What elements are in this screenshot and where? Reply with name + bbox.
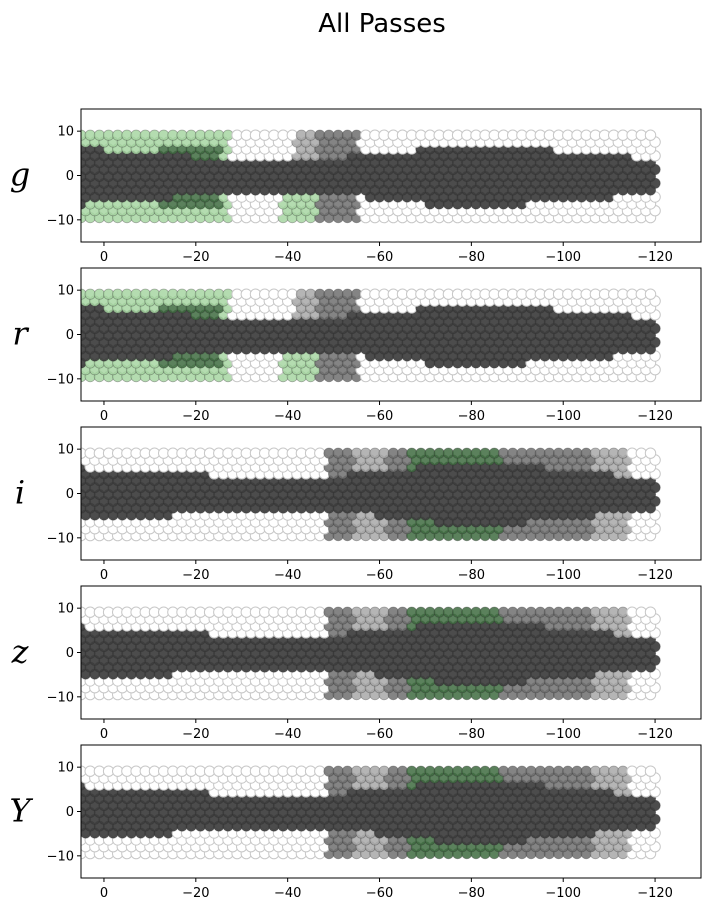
y-tick-label: 10 [57, 284, 74, 299]
x-tick-label: −120 [637, 886, 673, 901]
y-tick-label: 0 [66, 169, 74, 184]
hex-points-i [81, 447, 661, 542]
x-tick-label: −40 [274, 886, 301, 901]
y-tick-label: −10 [47, 372, 74, 387]
panel-g: g 0 −20 −40 −60 −80 −100 −120 10 0 −10 [10, 108, 702, 265]
x-tick-label: −60 [366, 886, 393, 901]
x-tick-label: −80 [458, 727, 485, 742]
hex-points-z [81, 606, 661, 701]
panel-label-z: z [11, 633, 30, 671]
y-tick-label: 10 [57, 443, 74, 458]
x-tick-label: −40 [274, 250, 301, 265]
x-tick-label: 0 [100, 409, 108, 424]
hex-points-r [81, 288, 661, 383]
hex-point [644, 765, 657, 777]
x-tick-label: −20 [182, 568, 209, 583]
x-tick-label: −120 [637, 250, 673, 265]
x-tick-label: −100 [545, 250, 581, 265]
hex-point [644, 447, 657, 459]
x-tick-label: −20 [182, 886, 209, 901]
x-tick-label: −20 [182, 727, 209, 742]
panel-z: z 0 −20 −40 −60 −80 −100 −120 10 0 −10 [11, 585, 702, 742]
x-tick-label: 0 [100, 727, 108, 742]
x-tick-label: −60 [366, 568, 393, 583]
x-tick-label: −120 [637, 409, 673, 424]
y-tick-label: 0 [66, 646, 74, 661]
x-tick-label: 0 [100, 886, 108, 901]
x-tick-label: −20 [182, 250, 209, 265]
x-tick-label: −60 [366, 250, 393, 265]
y-tick-label: 10 [57, 125, 74, 140]
x-tick-label: −40 [274, 409, 301, 424]
panel-i: i 0 −20 −40 −60 −80 −100 −120 10 0 −10 [15, 426, 702, 583]
panel-label-Y: Y [9, 792, 33, 830]
y-tick-label: −10 [47, 213, 74, 228]
hex-points-g [81, 129, 661, 224]
panel-label-g: g [10, 156, 30, 194]
y-tick-label: 0 [66, 487, 74, 502]
x-tick-label: −100 [545, 409, 581, 424]
x-tick-label: −120 [637, 727, 673, 742]
x-tick-label: −80 [458, 886, 485, 901]
x-tick-label: −60 [366, 409, 393, 424]
x-tick-label: −120 [637, 568, 673, 583]
y-tick-label: 10 [57, 602, 74, 617]
x-tick-label: −80 [458, 568, 485, 583]
hex-point [644, 288, 657, 300]
x-tick-label: −100 [545, 727, 581, 742]
x-tick-label: 0 [100, 568, 108, 583]
x-tick-label: 0 [100, 250, 108, 265]
y-tick-label: −10 [47, 690, 74, 705]
hex-points-Y [81, 765, 661, 860]
x-tick-label: −100 [545, 568, 581, 583]
panel-r: r 0 −20 −40 −60 −80 −100 −120 10 0 −10 [12, 267, 702, 424]
x-tick-label: −40 [274, 727, 301, 742]
x-tick-label: −20 [182, 409, 209, 424]
y-tick-label: 0 [66, 328, 74, 343]
figure-title: All Passes [318, 9, 446, 39]
panel-Y: Y 0 −20 −40 −60 −80 −100 −120 10 0 −10 [9, 744, 702, 901]
y-tick-label: 10 [57, 761, 74, 776]
panel-label-i: i [15, 474, 25, 512]
y-tick-label: 0 [66, 805, 74, 820]
y-tick-label: −10 [47, 849, 74, 864]
x-tick-label: −80 [458, 250, 485, 265]
y-tick-label: −10 [47, 531, 74, 546]
hex-point [644, 606, 657, 618]
x-tick-label: −60 [366, 727, 393, 742]
x-tick-label: −40 [274, 568, 301, 583]
panel-label-r: r [12, 315, 29, 353]
x-tick-label: −80 [458, 409, 485, 424]
x-tick-label: −100 [545, 886, 581, 901]
hex-point [644, 129, 657, 141]
